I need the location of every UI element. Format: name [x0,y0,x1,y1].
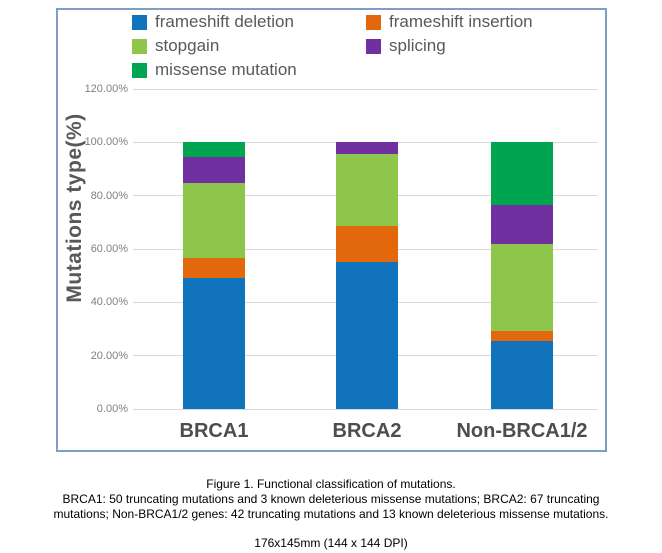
legend-label: splicing [389,36,446,55]
bar-segment-frameshift-deletion [336,261,398,409]
legend-item-frameshift-deletion: frameshift deletion [132,12,294,31]
figure-caption-detail-1: BRCA1: 50 truncating mutations and 3 kno… [62,492,600,506]
bar-segment-missense-mutation [491,142,553,206]
legend-item-frameshift-insertion: frameshift insertion [366,12,533,31]
figure-caption-title: Figure 1. Functional classification of m… [206,477,456,491]
x-axis-label-non-brca1-2: Non-BRCA1/2 [456,420,588,442]
y-tick-label: 40.00% [90,296,128,309]
y-tick-label: 120.00% [84,83,128,95]
y-tick-label: 80.00% [90,189,128,202]
y-tick-label: 0.00% [96,403,128,415]
y-tick-label: 20.00% [90,349,128,362]
legend-item-stopgain: stopgain [132,36,220,55]
bar-segment-splicing [183,157,245,183]
legend-label: frameshift deletion [155,12,294,31]
bar-segment-stopgain [183,182,245,259]
stacked-bar-brca2 [336,142,398,409]
legend-swatch-frameshift-deletion [132,14,147,30]
stacked-bar-non-brca1-2 [491,142,553,409]
bar-segment-frameshift-deletion [491,341,553,409]
bar-segment-missense-mutation [183,142,245,158]
figure-panel: frameshift deletion frameshift insertion… [56,8,607,452]
legend-swatch-splicing [366,38,381,54]
figure-caption: Figure 1. Functional classification of m… [0,477,662,551]
gridline-100 [133,141,598,143]
figure-caption-detail-2: mutations; Non-BRCA1/2 genes: 42 truncat… [53,507,609,521]
legend-swatch-missense-mutation [132,62,147,78]
legend-swatch-frameshift-insertion [366,14,381,30]
chart-area: frameshift deletion frameshift insertion… [58,10,605,450]
bar-segment-frameshift-insertion [491,331,553,342]
gridline-120 [133,88,598,90]
bar-segment-stopgain [491,244,553,332]
bar-segment-stopgain [336,154,398,226]
gridline-0 [133,408,598,410]
bar-segment-frameshift-deletion [183,278,245,409]
legend-item-splicing: splicing [366,36,446,55]
bar-segment-splicing [336,142,398,155]
legend-item-missense-mutation: missense mutation [132,60,297,79]
bar-segment-splicing [491,205,553,245]
stacked-bar-brca1 [183,142,245,409]
legend-swatch-stopgain [132,38,147,54]
bar-segment-frameshift-insertion [183,258,245,279]
bar-segment-frameshift-insertion [336,225,398,262]
x-axis-label-brca1: BRCA1 [179,420,249,442]
legend-label: frameshift insertion [389,12,533,31]
y-tick-label: 60.00% [90,243,128,255]
x-axis-label-brca2: BRCA2 [332,420,402,442]
legend-label: missense mutation [155,60,297,79]
legend-label: stopgain [155,36,220,55]
figure-dimensions-note: 176x145mm (144 x 144 DPI) [254,536,408,550]
y-tick-label: 100.00% [84,136,128,149]
